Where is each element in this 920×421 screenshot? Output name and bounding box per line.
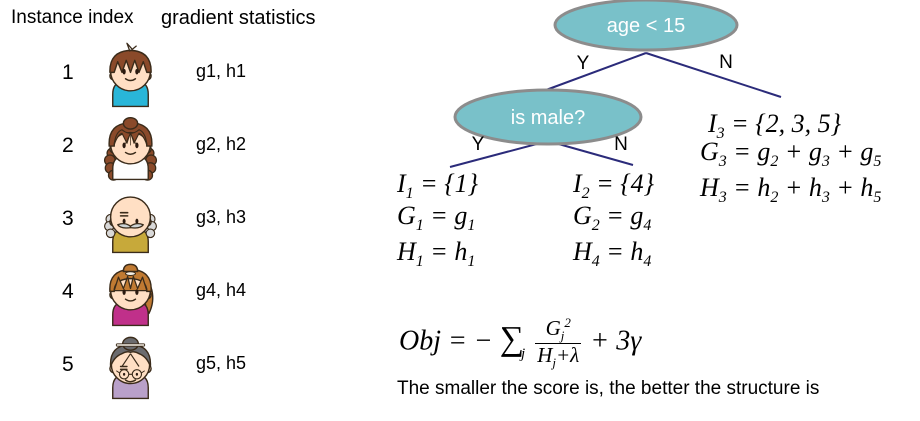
svg-text:N: N	[614, 134, 628, 155]
svg-text:age < 15: age < 15	[607, 15, 685, 37]
svg-text:Y: Y	[577, 53, 590, 74]
svg-text:is male?: is male?	[511, 107, 585, 129]
svg-text:Y: Y	[472, 134, 485, 155]
svg-text:N: N	[719, 52, 733, 73]
